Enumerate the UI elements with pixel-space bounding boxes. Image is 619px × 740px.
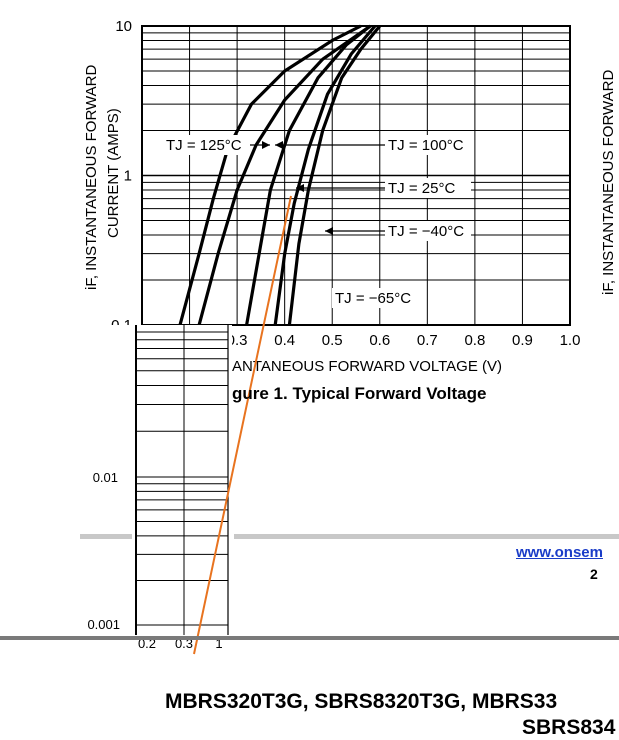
y-axis-label-line2: CURRENT (AMPS) [105,108,122,238]
x-tick-label: 0.4 [274,332,295,349]
inset-x-tick: 1 [215,636,222,650]
annotation-arrowhead [275,141,283,149]
series-line-4 [287,24,382,326]
orange-overlay-line-inset [193,469,232,650]
annotation-bg [163,135,249,155]
figure-caption: gure 1. Typical Forward Voltage [232,384,487,403]
separator-right [234,534,619,539]
annotation-label-3: TJ = −40°C [388,223,464,240]
separator-left [80,534,132,539]
document-title-line2: SBRS834 [522,716,616,739]
series-line-0 [178,24,362,326]
series-line-2 [245,24,372,326]
y-tick-label: 10 [115,18,132,35]
x-tick-label: 1.0 [560,332,581,349]
x-tick-label: 0.9 [512,332,533,349]
chart-curves [178,24,382,326]
series-line-3 [273,24,377,326]
right-y-axis-label: iF, INSTANTANEOUS FORWARD [600,69,617,295]
annotation-label-0: TJ = 125°C [166,137,242,154]
x-tick-label: 0.5 [322,332,343,349]
x-tick-label: 0.7 [417,332,438,349]
onsemi-link[interactable]: www.onsem [516,544,603,561]
annotation-arrowhead [325,227,333,235]
inset-y-tick: 0.01 [93,470,118,485]
chart-gridlines [141,25,571,326]
annotation-bg [385,135,471,155]
chart-annotations: TJ = 125°C TJ = 100°C TJ = 25°C TJ = −40°C T… [163,135,471,308]
annotation-label-1: TJ = 100°C [388,137,464,154]
page-divider [0,636,619,640]
annotation-bg [385,178,471,198]
annotation-label-4: TJ = −65°C [335,290,411,307]
annotation-bg [332,288,418,308]
annotation-bg [385,221,471,241]
page-number: 2 [590,566,598,582]
annotation-arrowhead [262,141,270,149]
y-tick-label: 1 [124,168,132,185]
y-axis-label-line1: iF, INSTANTANEOUS FORWARD [83,65,100,290]
document-title: MBRS320T3G, SBRS8320T3G, MBRS33 [165,690,558,713]
annotation-label-2: TJ = 25°C [388,180,455,197]
x-axis-label: ANTANEOUS FORWARD VOLTAGE (V) [232,358,502,375]
annotation-arrowhead [296,184,304,192]
inset-y-tick: 0.001 [87,617,120,632]
x-tick-label: 0.6 [369,332,390,349]
x-tick-label: 0.8 [464,332,485,349]
